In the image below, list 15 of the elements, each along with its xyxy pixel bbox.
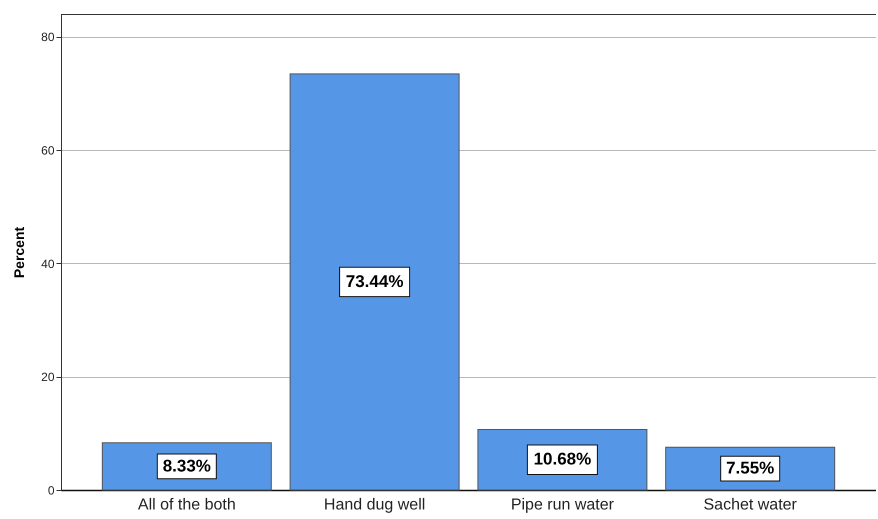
data-label: 73.44% <box>346 272 404 291</box>
data-label: 10.68% <box>534 450 592 469</box>
x-tick-label: Pipe run water <box>510 496 615 514</box>
x-tick-label: All of the both <box>138 496 236 514</box>
bar <box>290 73 460 490</box>
data-label: 7.55% <box>726 458 774 478</box>
y-tick-label: 40 <box>41 256 55 271</box>
data-label: 8.33% <box>162 456 211 476</box>
y-axis-title: Percent <box>11 226 28 278</box>
y-tick-label: 20 <box>41 370 55 384</box>
y-tick-label: 60 <box>41 144 55 158</box>
y-tick-label: 0 <box>48 484 55 498</box>
x-tick-label: Sachet water <box>703 496 798 514</box>
y-tick-label: 80 <box>41 30 55 44</box>
x-tick-label: Hand dug well <box>324 496 426 514</box>
